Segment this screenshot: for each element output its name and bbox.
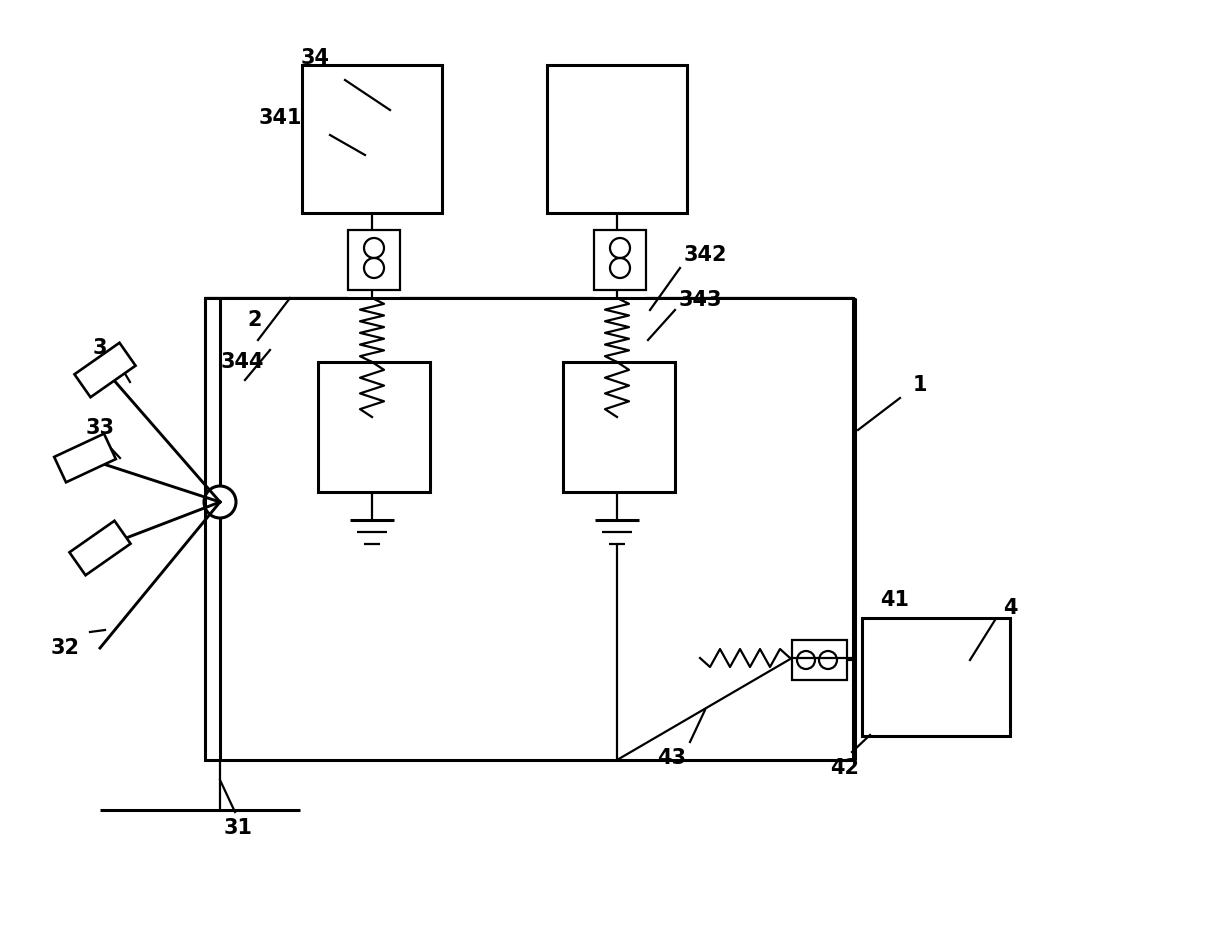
Text: 33: 33 (86, 418, 115, 438)
Bar (349, 230, 400, 290)
Bar (302, 65, 442, 213)
Text: 41: 41 (881, 590, 910, 610)
Text: 3: 3 (93, 338, 108, 358)
Text: 1: 1 (912, 375, 927, 395)
Bar (793, 640, 848, 680)
Text: 34: 34 (301, 48, 329, 68)
Bar (862, 618, 1010, 736)
Bar (563, 362, 675, 492)
Text: 342: 342 (684, 245, 726, 265)
Text: 31: 31 (224, 818, 252, 838)
Text: 344: 344 (220, 352, 264, 372)
Text: 42: 42 (830, 758, 860, 778)
Bar (547, 65, 687, 213)
Text: 32: 32 (50, 638, 79, 658)
Polygon shape (70, 521, 131, 576)
Polygon shape (75, 343, 136, 398)
Bar (205, 298, 852, 760)
Bar (594, 230, 646, 290)
Polygon shape (54, 434, 116, 482)
Text: 341: 341 (258, 108, 302, 128)
Text: 4: 4 (1003, 598, 1018, 618)
Bar (318, 362, 430, 492)
Text: 2: 2 (248, 310, 262, 330)
Text: 343: 343 (679, 290, 722, 310)
Text: 43: 43 (658, 748, 686, 768)
